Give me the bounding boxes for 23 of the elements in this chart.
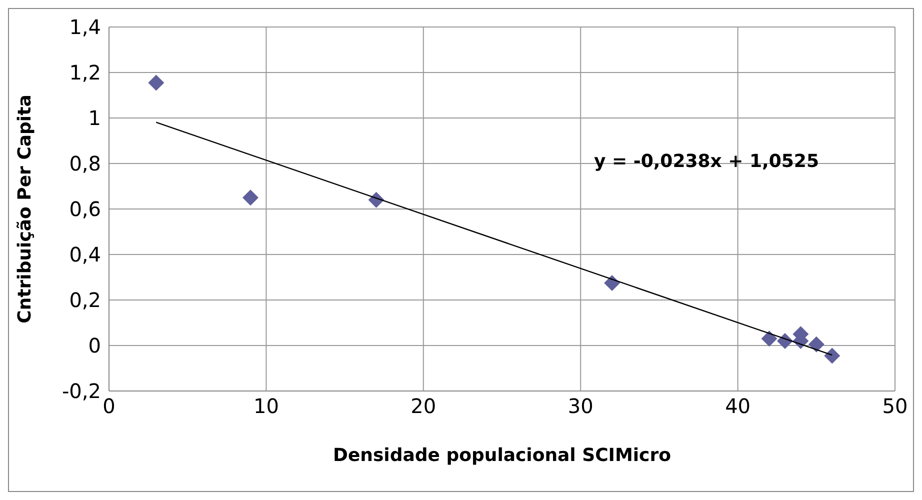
x-tick-label: 30 [568, 394, 594, 418]
point [242, 190, 258, 206]
y-tick-label: 0,6 [69, 197, 101, 222]
y-tick-label: 0,4 [69, 242, 101, 267]
y-tick-label: 0,8 [69, 152, 101, 176]
y-tick-label: 1 [88, 106, 101, 130]
point [604, 274, 620, 291]
point [808, 336, 824, 352]
x-tick-label: 20 [410, 394, 436, 418]
x-axis-title: Densidade populacional SCIMicro [333, 445, 671, 466]
y-tick-label: 0,2 [69, 288, 101, 312]
y-tick-label: -0,2 [62, 379, 101, 404]
point [148, 74, 164, 91]
x-tick-label: 40 [725, 394, 751, 418]
y-tick-label: 1,2 [69, 60, 101, 85]
annotation: y = -0,0238x + 1,0525 [594, 151, 819, 172]
x-tick-label: 50 [882, 394, 908, 418]
x-tick-label: 10 [253, 394, 279, 418]
y-axis-title: Cntribuição Per Capita [14, 94, 36, 324]
point [761, 330, 778, 347]
y-tick-label: 0 [88, 334, 101, 358]
point [824, 348, 840, 364]
y-tick-label: 1,4 [69, 15, 101, 40]
